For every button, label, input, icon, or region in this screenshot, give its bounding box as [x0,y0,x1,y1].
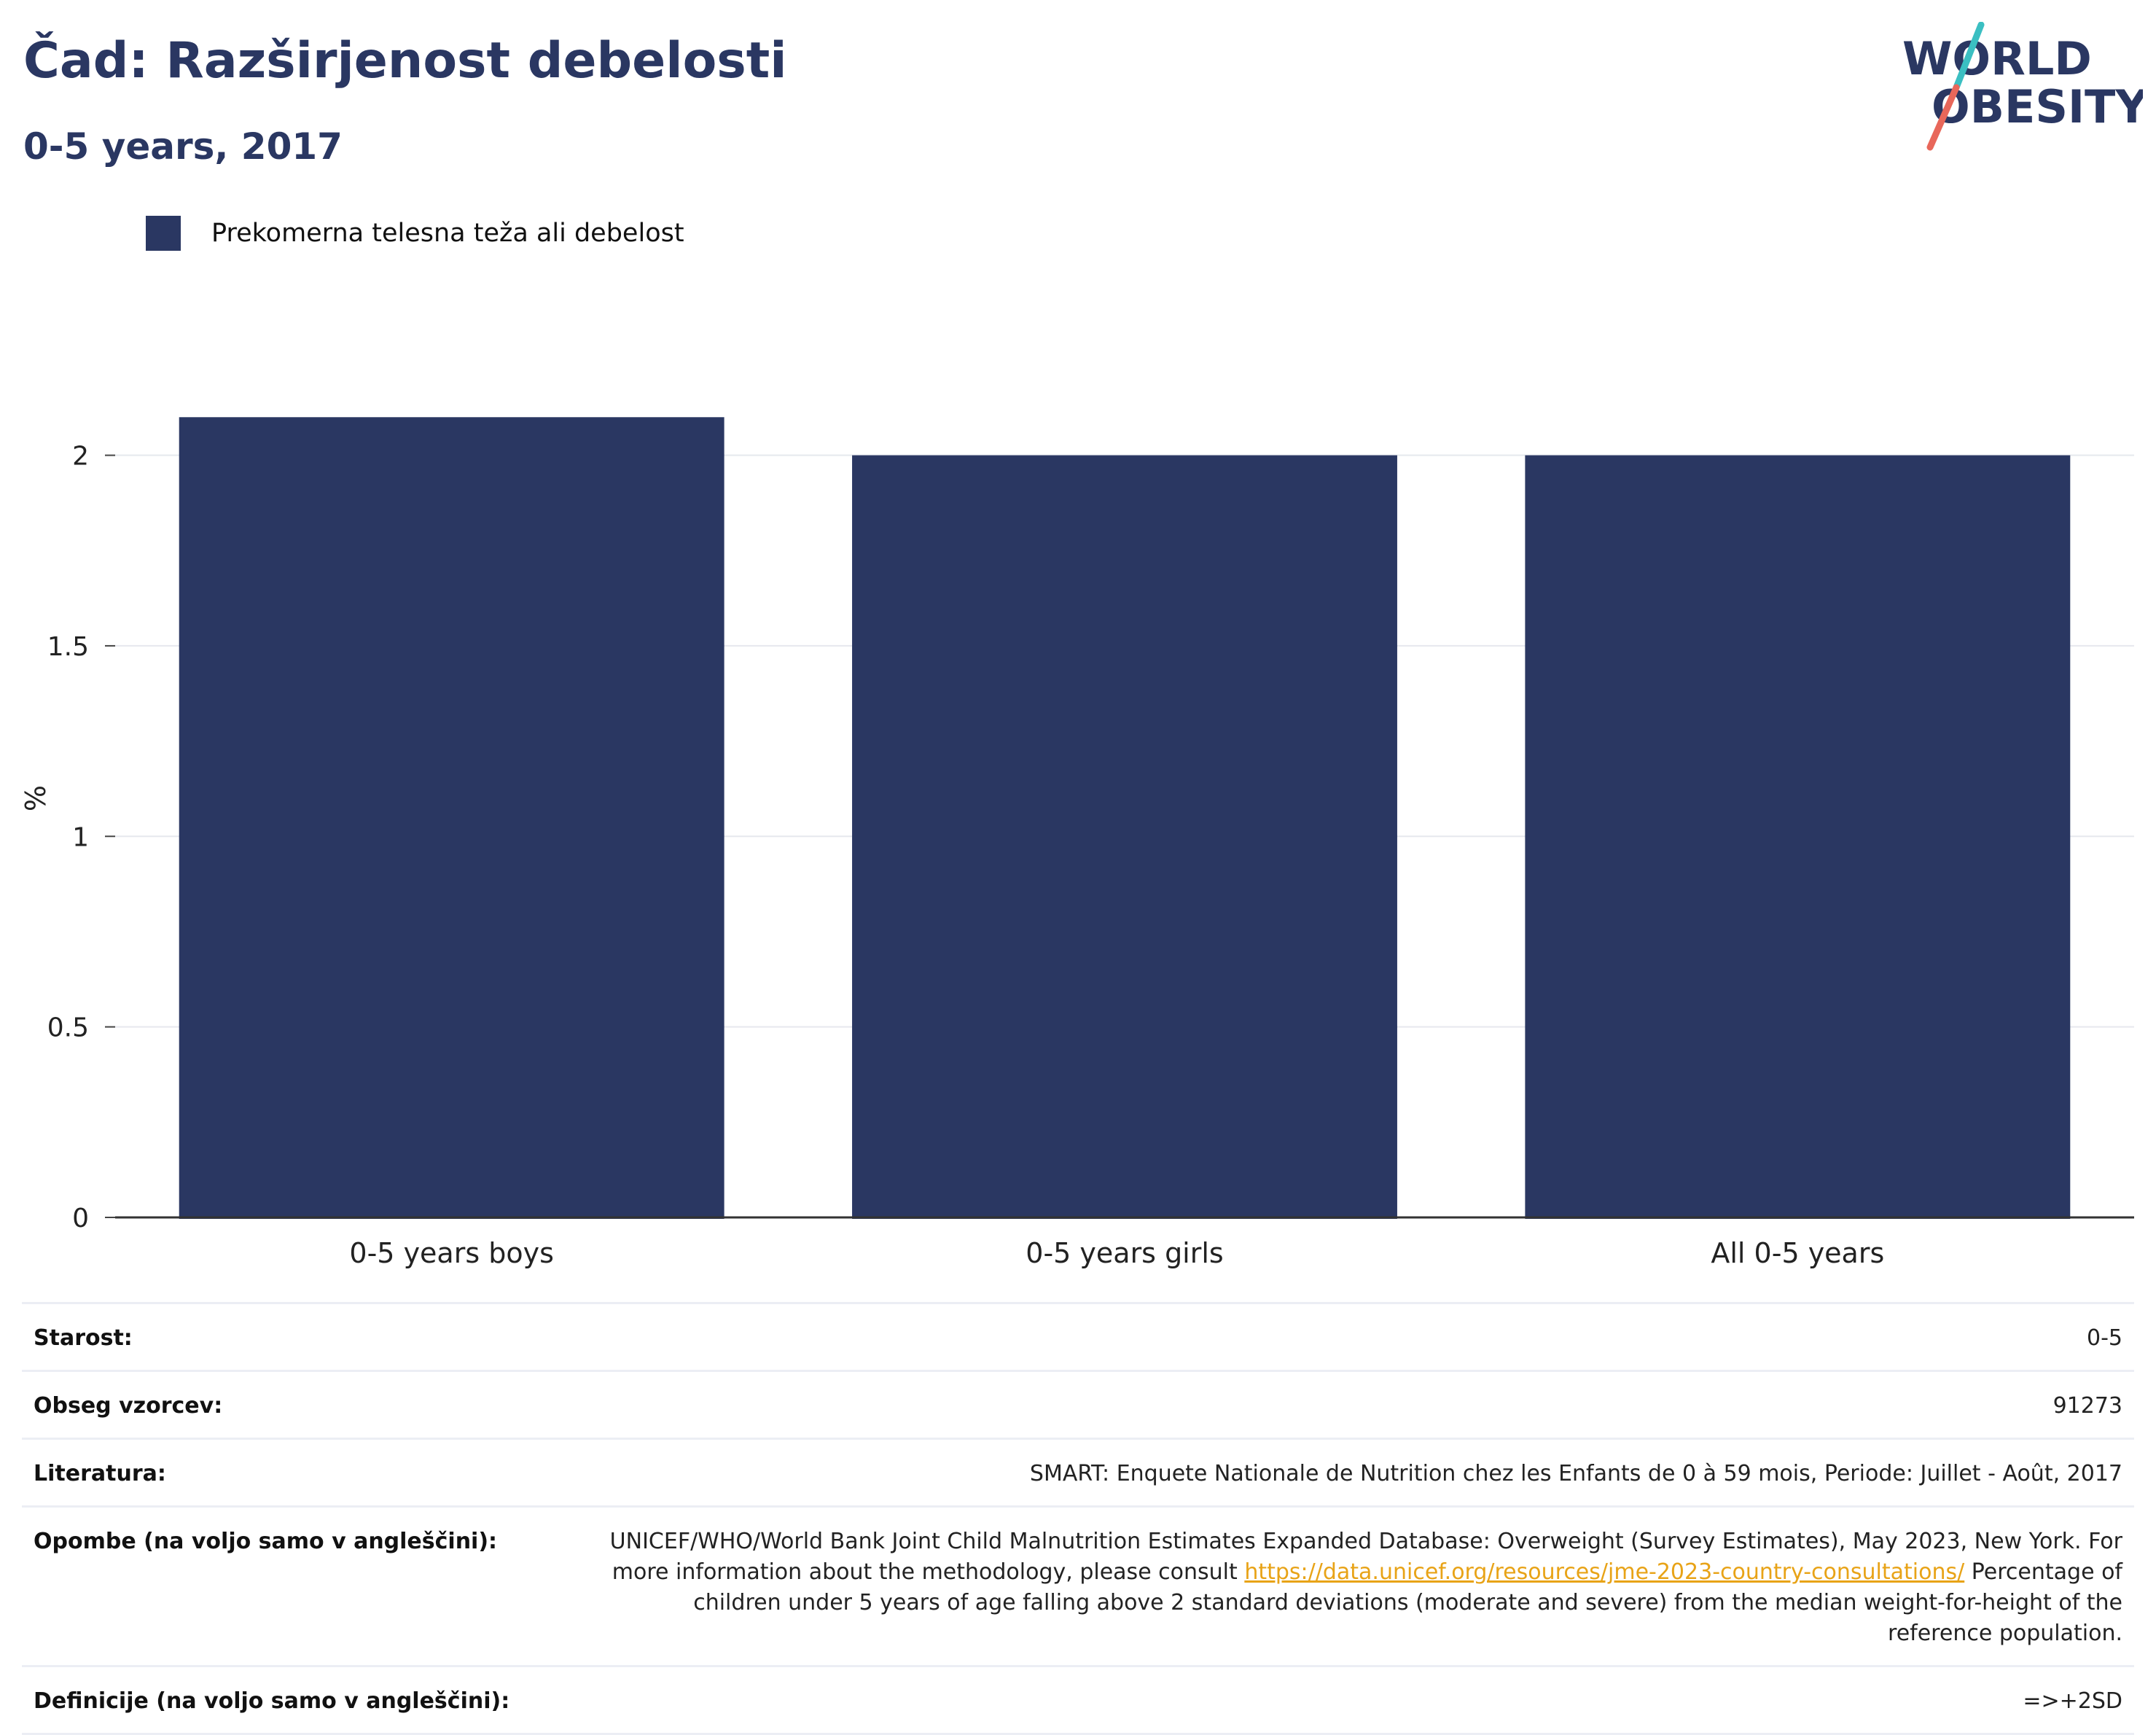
legend[interactable]: Prekomerna telesna teža ali debelost [146,216,684,251]
info-row-literature: Literatura: SMART: Enquete Nationale de … [22,1440,2134,1508]
chart-subtitle: 0-5 years, 2017 [23,125,343,168]
notes-text-after: Percentage of children under 5 years of … [693,1559,2122,1646]
methodology-link[interactable]: https://data.unicef.org/resources/jme-20… [1244,1559,1965,1585]
bar[interactable] [1525,455,2071,1220]
logo-slash-top [1953,22,1985,91]
info-key: Opombe (na voljo samo v angleščini): [34,1529,498,1554]
y-tick-label: 0 [72,1204,89,1233]
y-tick-label: 0.5 [47,1013,89,1043]
bar-chart: 0 0.5 1 1.5 2 0-5 years boys 0-5 years girls Al… [20,417,2134,1269]
info-value: UNICEF/WHO/World Bank Joint Child Malnut… [592,1527,2122,1649]
logo-slash-bottom [1926,84,1960,151]
x-category-label: All 0-5 years [1711,1237,1884,1269]
info-key: Starost: [34,1325,133,1351]
bars [179,417,2071,1220]
notes-text-before: UNICEF/WHO/World Bank Joint Child Malnut… [609,1529,2122,1585]
y-tick-label: 2 [72,442,89,472]
info-row-notes: Opombe (na voljo samo v angleščini): UNI… [22,1508,2134,1667]
y-axis-label: % [20,785,52,811]
info-key: Obseg vzorcev: [34,1393,223,1419]
axes: 0 0.5 1 1.5 2 0-5 years boys 0-5 years girls Al… [47,442,2134,1269]
info-value: =>+2SD [2023,1688,2122,1714]
info-row-age: Starost: 0-5 [22,1304,2134,1372]
legend-label: Prekomerna telesna teža ali debelost [211,219,684,248]
logo-line2: OBESITY [1932,80,2143,133]
info-value: 91273 [2053,1393,2122,1419]
legend-swatch [146,216,181,251]
chart-title: Čad: Razširjenost debelosti [23,32,787,90]
y-tick-label: 1.5 [47,632,89,662]
x-category-label: 0-5 years girls [1026,1237,1223,1269]
logo-line1: WORLD [1902,32,2092,85]
x-category-label: 0-5 years boys [349,1237,553,1269]
world-obesity-logo: WORLD OBESITY [1902,22,2143,151]
bar[interactable] [852,455,1397,1220]
y-tick-label: 1 [72,822,89,852]
info-key: Literatura: [34,1461,166,1486]
info-table: Starost: 0-5 Obseg vzorcev: 91273 Litera… [22,1302,2134,1735]
info-row-definitions: Definicije (na voljo samo v angleščini):… [22,1667,2134,1735]
bar[interactable] [179,417,724,1219]
info-row-sample-size: Obseg vzorcev: 91273 [22,1372,2134,1440]
info-value: 0-5 [2087,1325,2122,1351]
info-value: SMART: Enquete Nationale de Nutrition ch… [1029,1461,2122,1486]
info-key: Definicije (na voljo samo v angleščini): [34,1688,510,1714]
